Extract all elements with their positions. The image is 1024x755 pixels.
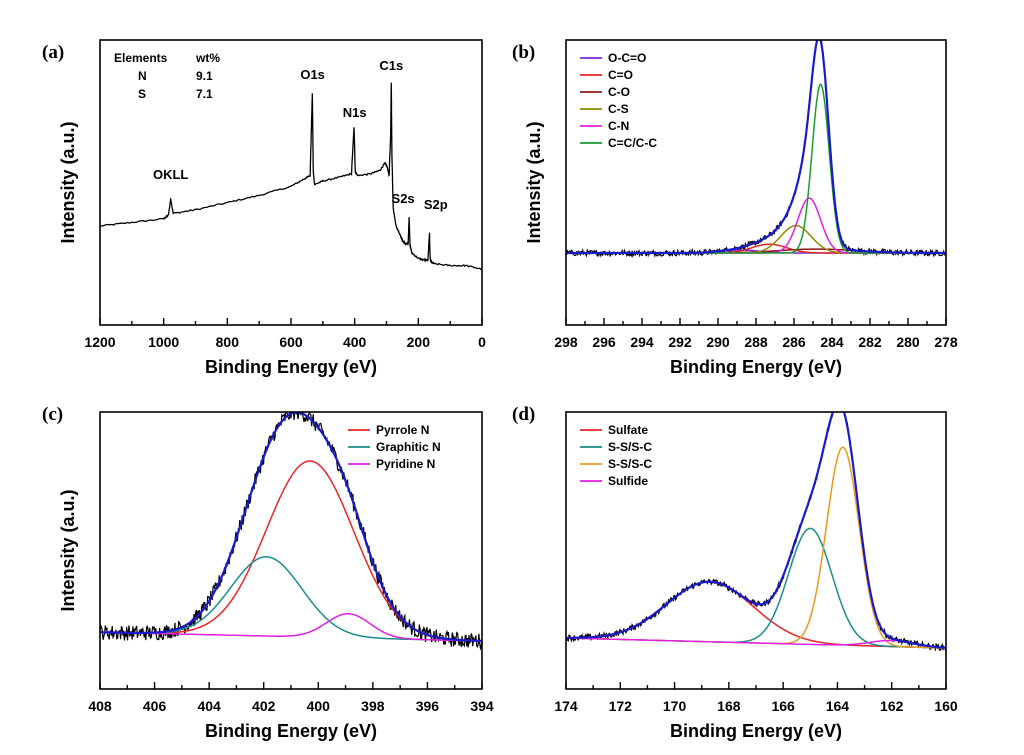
x-tick-label: 298 <box>554 334 578 350</box>
table-cell-element: S <box>138 87 146 101</box>
panel-label: (c) <box>42 404 63 425</box>
legend-label: C=O <box>608 68 633 82</box>
panel-label: (b) <box>512 42 535 63</box>
x-tick-label: 1200 <box>84 334 115 350</box>
panel-label: (d) <box>512 404 535 425</box>
legend-label: S-S/S-C <box>608 440 652 454</box>
legend-label: Graphitic N <box>376 440 441 454</box>
x-tick-label: 284 <box>820 334 844 350</box>
legend-label: C=C/C-C <box>608 136 657 150</box>
panel-label: (a) <box>42 42 64 63</box>
panel-d: 174 172 170 168 166 164 162 160 Binding Energy (… <box>512 404 958 741</box>
table-header-wt: wt% <box>195 51 220 65</box>
table-header-elements: Elements <box>114 51 168 65</box>
panel-c: 408 406 404 402 400 398 396 394 Binding Energy (… <box>42 404 494 741</box>
peak-label: O1s <box>300 67 325 82</box>
y-axis-title: Intensity (a.u.) <box>58 489 78 611</box>
component-line-0 <box>100 460 482 642</box>
x-tick-label: 168 <box>717 698 741 714</box>
x-axis-title: Binding Energy (eV) <box>205 357 377 377</box>
x-tick-label: 296 <box>592 334 616 350</box>
y-axis-title: Intensity (a.u.) <box>58 121 78 243</box>
x-tick-label: 200 <box>407 334 431 350</box>
x-axis-title: Binding Energy (eV) <box>205 721 377 741</box>
x-tick-label: 282 <box>858 334 882 350</box>
fit-envelope-line <box>100 412 482 642</box>
x-tick-label: 172 <box>609 698 633 714</box>
raw-data-line <box>566 412 946 652</box>
plot-area <box>100 412 482 651</box>
x-tick-label: 800 <box>216 334 240 350</box>
x-tick-label: 174 <box>554 698 578 714</box>
legend-label: C-O <box>608 85 630 99</box>
x-tick-label: 600 <box>279 334 303 350</box>
x-tick-label: 394 <box>470 698 494 714</box>
x-tick-label: 166 <box>771 698 795 714</box>
x-tick-label: 400 <box>343 334 367 350</box>
legend-label: S-S/S-C <box>608 457 652 471</box>
fit-envelope-line <box>566 40 946 255</box>
legend-label: Sulfide <box>608 474 648 488</box>
component-line-3 <box>566 224 946 254</box>
legend-label: Sulfate <box>608 423 648 437</box>
fit-envelope-line <box>566 412 946 649</box>
x-tick-label: 400 <box>307 698 331 714</box>
x-tick-label: 402 <box>252 698 276 714</box>
x-tick-label: 170 <box>663 698 687 714</box>
raw-data-line <box>100 412 482 651</box>
x-axis-title: Binding Energy (eV) <box>670 357 842 377</box>
legend-label: Pyrrole N <box>376 423 429 437</box>
x-tick-label: 396 <box>416 698 440 714</box>
x-tick-label: 406 <box>143 698 167 714</box>
table-cell-value: 7.1 <box>196 87 213 101</box>
legend-label: O-C=O <box>608 51 646 65</box>
panel-a: 1200 1000 800 600 400 200 0 Binding Energy (eV)… <box>42 39 486 377</box>
panel-b: 298 296 294 292 290 288 286 284 282 280 278 Binding… <box>512 39 958 377</box>
x-tick-label: 290 <box>706 334 730 350</box>
x-tick-label: 164 <box>826 698 850 714</box>
y-axis-title: Intensity (a.u.) <box>524 121 544 243</box>
x-tick-label: 408 <box>88 698 112 714</box>
peak-label: N1s <box>343 105 367 120</box>
x-axis-title: Binding Energy (eV) <box>670 721 842 741</box>
x-tick-label: 278 <box>934 334 958 350</box>
x-tick-label: 398 <box>361 698 385 714</box>
plot-area <box>566 412 946 652</box>
legend-label: Pyridine N <box>376 457 435 471</box>
component-line-4 <box>566 197 946 254</box>
peak-label: S2p <box>424 197 448 212</box>
x-tick-label: 1000 <box>148 334 179 350</box>
peak-label: S2s <box>392 191 415 206</box>
axes-frame <box>99 39 483 326</box>
table-cell-element: N <box>138 69 147 83</box>
table-cell-value: 9.1 <box>196 69 213 83</box>
legend-label: C-N <box>608 119 629 133</box>
x-tick-label: 286 <box>782 334 806 350</box>
x-tick-label: 0 <box>478 334 486 350</box>
x-tick-label: 294 <box>630 334 654 350</box>
x-tick-label: 288 <box>744 334 768 350</box>
peak-label: C1s <box>379 58 403 73</box>
plot-area <box>566 40 946 259</box>
component-line-3 <box>566 637 946 649</box>
x-tick-label: 404 <box>197 698 221 714</box>
x-tick-label: 160 <box>934 698 958 714</box>
legend-label: C-S <box>608 102 629 116</box>
x-tick-label: 162 <box>880 698 904 714</box>
x-tick-label: 280 <box>896 334 920 350</box>
survey-spectrum-line <box>100 82 482 271</box>
component-line-2 <box>100 612 482 642</box>
peak-label: OKLL <box>153 167 188 182</box>
axes-frame <box>565 39 947 326</box>
plot-area <box>100 82 482 271</box>
x-tick-label: 292 <box>668 334 692 350</box>
